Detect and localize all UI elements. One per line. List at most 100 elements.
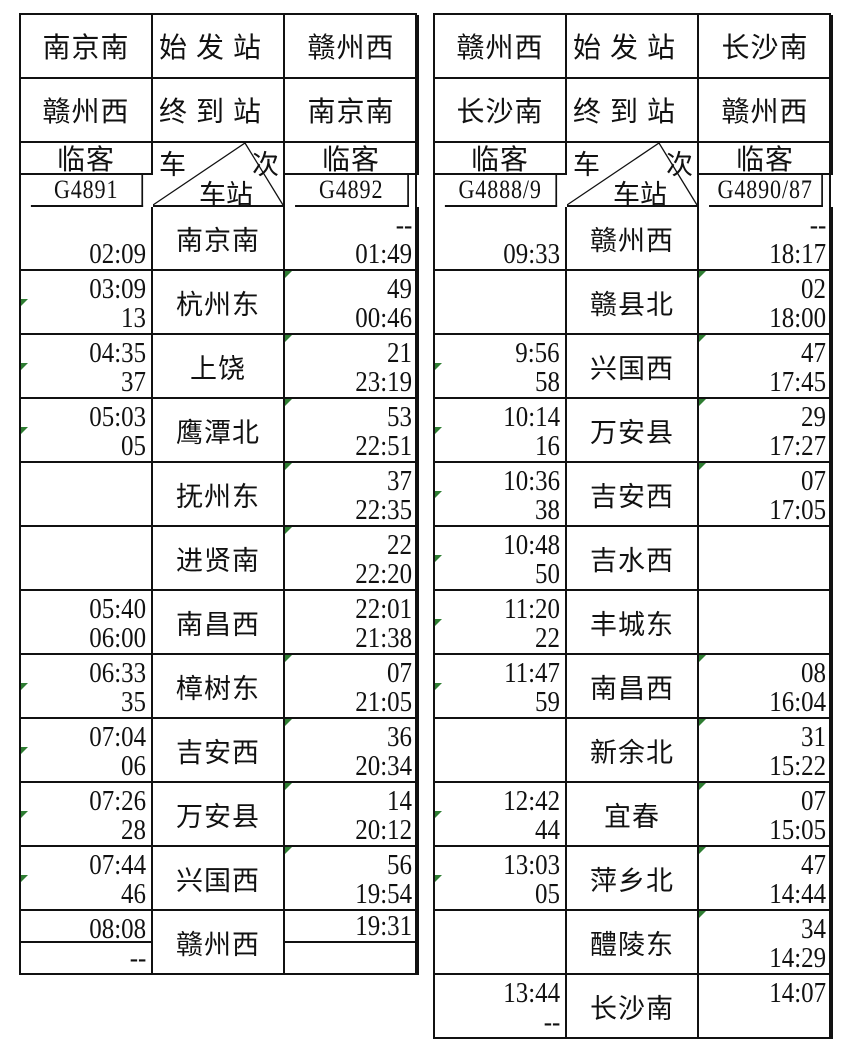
time-cell-left: 12:42 44 — [435, 783, 567, 847]
comment-marker-icon — [21, 747, 28, 754]
time-top: 08:08 — [89, 913, 146, 945]
time-bottom: 50 — [535, 558, 560, 590]
comment-marker-icon — [285, 847, 292, 854]
time-top: 03:09 — [89, 273, 146, 305]
time-cell-left — [435, 271, 567, 335]
time-bottom: 14:44 — [769, 878, 826, 910]
time-bottom: 44 — [535, 814, 560, 846]
corner-header: 车 次车站 — [567, 143, 699, 210]
station-cell: 醴陵东 — [567, 911, 699, 975]
comment-marker-icon — [435, 555, 442, 562]
time-top: -- — [395, 209, 412, 241]
time-bottom: 16 — [535, 430, 560, 462]
time-cell-left: 09:33 — [435, 207, 567, 271]
dest-label: 终 到 站 — [567, 79, 699, 143]
station-cell: 长沙南 — [567, 975, 699, 1039]
time-bottom: 38 — [535, 494, 560, 526]
station-cell: 吉水西 — [567, 527, 699, 591]
comment-marker-icon — [435, 363, 442, 370]
time-top: 07:04 — [89, 721, 146, 753]
time-cell-left: 11:47 59 — [435, 655, 567, 719]
time-cell-right: 49 00:46 — [285, 271, 419, 335]
time-cell-left: 10:36 38 — [435, 463, 567, 527]
time-top: 21 — [387, 337, 412, 369]
time-bottom: 21:05 — [355, 686, 412, 718]
time-cell-left: 06:33 35 — [21, 655, 153, 719]
comment-marker-icon — [285, 399, 292, 406]
station-cell: 赣县北 — [567, 271, 699, 335]
station-cell: 丰城东 — [567, 591, 699, 655]
time-bottom: 13 — [121, 302, 146, 334]
time-bottom: 15:05 — [769, 814, 826, 846]
time-bottom: 20:34 — [355, 750, 412, 782]
comment-marker-icon — [21, 875, 28, 882]
station-cell: 鹰潭北 — [153, 399, 285, 463]
origin-label: 始 发 站 — [567, 15, 699, 79]
time-cell-right: 22 22:20 — [285, 527, 419, 591]
time-top: 49 — [387, 273, 412, 305]
time-bottom: 02:09 — [89, 238, 146, 270]
time-bottom: 17:27 — [769, 430, 826, 462]
time-cell-right: -- 01:49 — [285, 207, 419, 271]
time-cell-right: -- 18:17 — [699, 207, 833, 271]
time-top: 07:44 — [89, 849, 146, 881]
time-bottom: 22:35 — [355, 494, 412, 526]
time-cell-left: 04:35 37 — [21, 335, 153, 399]
time-bottom: 46 — [121, 878, 146, 910]
time-top: 13:03 — [503, 849, 560, 881]
time-top: 14 — [387, 785, 412, 817]
comment-marker-icon — [699, 463, 706, 470]
dest-label: 终 到 站 — [153, 79, 285, 143]
time-cell-right: 14 20:12 — [285, 783, 419, 847]
corner-label-train: 车 — [573, 150, 600, 180]
time-top: 12:42 — [503, 785, 560, 817]
origin-station: 南京南 — [21, 15, 153, 79]
time-bottom: 28 — [121, 814, 146, 846]
station-cell: 进贤南 — [153, 527, 285, 591]
time-top: 10:36 — [503, 465, 560, 497]
comment-marker-icon — [21, 811, 28, 818]
comment-marker-icon — [699, 719, 706, 726]
time-bottom: 01:49 — [355, 238, 412, 270]
time-top: 10:48 — [503, 529, 560, 561]
time-top: 02 — [801, 273, 826, 305]
time-top: 05:03 — [89, 401, 146, 433]
time-top: 07 — [801, 785, 826, 817]
station-cell: 南昌西 — [567, 655, 699, 719]
time-cell-right: 47 14:44 — [699, 847, 833, 911]
time-bottom: 19:54 — [355, 878, 412, 910]
time-top: 10:14 — [503, 401, 560, 433]
time-bottom: 18:17 — [769, 238, 826, 270]
time-bottom: 22 — [535, 622, 560, 654]
time-bottom: 16:04 — [769, 686, 826, 718]
comment-marker-icon — [699, 847, 706, 854]
time-top: 07:26 — [89, 785, 146, 817]
corner-label-station: 车站 — [199, 180, 253, 210]
time-top: 53 — [387, 401, 412, 433]
time-cell-left: 03:09 13 — [21, 271, 153, 335]
time-cell-left — [435, 719, 567, 783]
station-cell: 万安县 — [567, 399, 699, 463]
comment-marker-icon — [699, 335, 706, 342]
station-cell: 南昌西 — [153, 591, 285, 655]
comment-marker-icon — [699, 399, 706, 406]
time-top: 19:31 — [355, 910, 412, 942]
time-bottom: 22:20 — [355, 558, 412, 590]
time-cell-left: 05:40 06:00 — [21, 591, 153, 655]
time-top: 11:47 — [504, 657, 560, 689]
comment-marker-icon — [699, 271, 706, 278]
train-type-right: 临客 — [285, 143, 419, 176]
train-number-left: G4891 — [30, 175, 144, 207]
time-cell-left: 9:56 58 — [435, 335, 567, 399]
train-type-left: 临客 — [435, 143, 567, 176]
station-cell: 吉安西 — [567, 463, 699, 527]
comment-marker-icon — [285, 335, 292, 342]
return-origin-station: 长沙南 — [699, 15, 833, 79]
corner-label-train: 车 — [159, 150, 186, 180]
station-cell: 宜春 — [567, 783, 699, 847]
time-cell-left: 07:04 06 — [21, 719, 153, 783]
time-cell-left — [435, 911, 567, 975]
train-number-right: G4890/87 — [709, 175, 823, 207]
time-bottom: -- — [543, 1006, 560, 1038]
time-cell-left: 07:26 28 — [21, 783, 153, 847]
